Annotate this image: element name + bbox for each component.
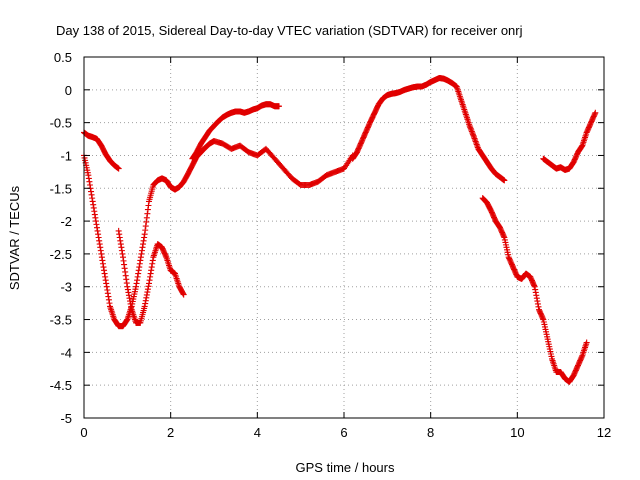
data-point xyxy=(501,177,508,184)
y-tick-label: 0.5 xyxy=(54,50,72,65)
x-tick-label: 10 xyxy=(510,425,524,440)
y-tick-label: -5 xyxy=(60,411,72,426)
y-tick-label: -1.5 xyxy=(50,181,72,196)
y-tick-label: 0 xyxy=(65,83,72,98)
y-axis-label: SDTVAR / TECUs xyxy=(7,185,22,290)
x-tick-label: 6 xyxy=(340,425,347,440)
x-tick-label: 2 xyxy=(167,425,174,440)
axis-ticks: 0 2 4 6 8 10 12 0.5 0 -0.5 -1 -1.5 -2 -2.5 -3 -3.5 -4 -4.… xyxy=(50,50,612,440)
x-tick-label: 4 xyxy=(254,425,261,440)
y-tick-label: -3.5 xyxy=(50,313,72,328)
y-tick-label: -0.5 xyxy=(50,116,72,131)
x-tick-label: 12 xyxy=(597,425,611,440)
y-tick-label: -4.5 xyxy=(50,378,72,393)
x-axis-label: GPS time / hours xyxy=(296,460,395,475)
y-tick-label: -2 xyxy=(60,214,72,229)
x-tick-label: 8 xyxy=(427,425,434,440)
data-points xyxy=(81,75,599,385)
y-tick-label: -1 xyxy=(60,148,72,163)
data-point xyxy=(583,339,590,346)
grid-lines xyxy=(84,57,604,418)
y-tick-label: -2.5 xyxy=(50,247,72,262)
x-tick-label: 0 xyxy=(80,425,87,440)
data-point xyxy=(276,103,282,110)
data-point xyxy=(180,291,187,298)
chart-title: Day 138 of 2015, Sidereal Day-to-day VTE… xyxy=(56,23,523,38)
y-tick-label: -3 xyxy=(60,280,72,295)
data-point xyxy=(115,165,122,172)
y-tick-label: -4 xyxy=(60,345,72,360)
data-point xyxy=(592,109,599,116)
